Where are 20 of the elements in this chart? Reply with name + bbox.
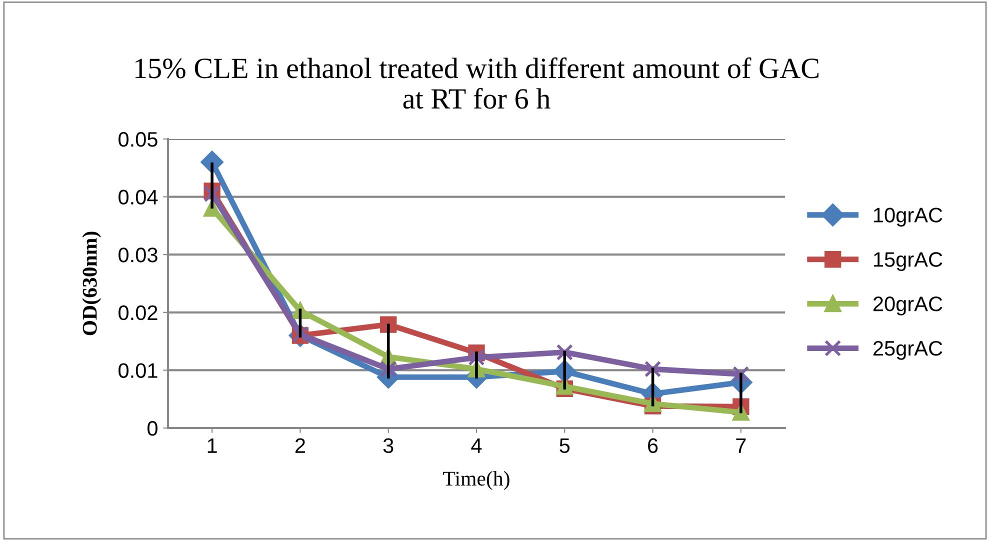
y-tick-label: 0.04 [118,190,158,205]
x-tick-label: 3 [383,438,394,454]
x-tick-label: 7 [736,438,746,453]
y-tick-label: 0.02 [118,305,158,320]
x-tick-label: 2 [295,438,305,453]
legend-label: 25grAC [873,340,942,360]
y-axis-title: OD(630nm) [82,232,102,336]
y-tick-label: 0.03 [118,248,158,262]
x-axis-title: Time(h) [443,471,510,490]
chart-title: 15% CLE in ethanol treated with different amount of GAC at RT for 6 h [135,57,818,109]
x-tick-label: 4 [471,438,482,453]
y-tick-label: 0.01 [118,363,158,378]
legend-label: 15grAC [874,252,942,271]
y-tick-label: 0 [148,421,158,436]
x-tick-label: 5 [560,438,570,454]
x-tick-label: 6 [648,438,658,454]
legend-label: 20grAC [873,296,942,316]
y-tick-label: 0.05 [118,132,158,147]
legend-label: 10grAC [874,208,942,227]
x-tick-label: 1 [208,438,217,453]
